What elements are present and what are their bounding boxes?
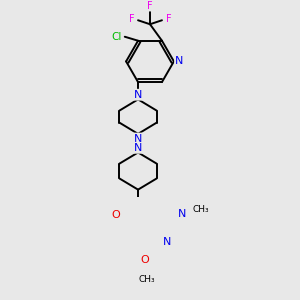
- Text: N: N: [134, 134, 142, 143]
- Text: O: O: [140, 255, 149, 266]
- Text: F: F: [166, 14, 171, 24]
- Text: N: N: [164, 237, 172, 247]
- Text: N: N: [134, 90, 142, 100]
- Text: CH₃: CH₃: [193, 205, 209, 214]
- Text: O: O: [111, 210, 120, 220]
- Text: CH₃: CH₃: [139, 274, 155, 284]
- Text: F: F: [147, 1, 153, 11]
- Text: F: F: [129, 14, 134, 24]
- Text: N: N: [134, 143, 142, 153]
- Text: Cl: Cl: [112, 32, 122, 42]
- Text: N: N: [175, 56, 183, 66]
- Text: N: N: [178, 209, 187, 219]
